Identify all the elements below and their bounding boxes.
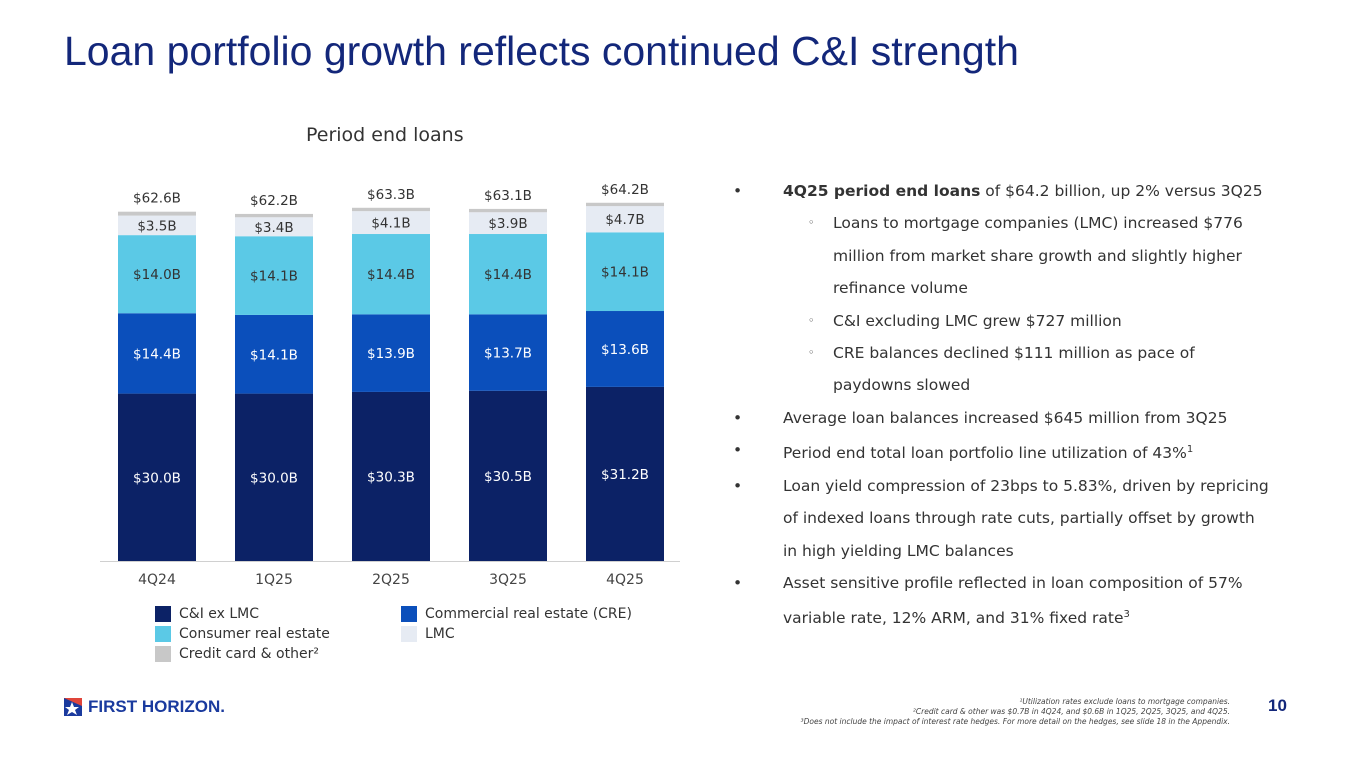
data-label: $14.0B [133, 267, 181, 283]
sub-bullet-icon: ◦ [808, 313, 815, 327]
data-label: $14.1B [250, 347, 298, 363]
data-label: $30.5B [484, 469, 532, 485]
data-label: $30.0B [133, 470, 181, 486]
total-label: $64.2B [601, 182, 649, 198]
bar-segment [118, 211, 196, 216]
bar-segment [469, 314, 547, 391]
bar-segment [118, 215, 196, 236]
sub-bullet-icon: ◦ [808, 346, 815, 360]
total-label: $62.2B [250, 193, 298, 209]
total-label: $62.6B [133, 191, 181, 207]
bar-segment [235, 393, 313, 561]
legend-item: Consumer real estate [155, 626, 401, 642]
data-label: $14.1B [601, 265, 649, 281]
chart-title: Period end loans [306, 124, 464, 146]
bullet-item: • Period end total loan portfolio line ut… [733, 434, 1273, 470]
bar-segment [235, 314, 313, 394]
slide-title: Loan portfolio growth reflects continued… [64, 28, 1019, 74]
bar-segment [235, 213, 313, 218]
bar-segment [586, 232, 664, 312]
bullet-item: • Asset sensitive profile reflected in lo… [733, 567, 1273, 635]
data-label: $14.4B [367, 267, 415, 283]
footnotes: ¹Utilization rates exclude loans to mort… [801, 697, 1230, 727]
footnote: ²Credit card & other was $0.7B in 4Q24, … [912, 707, 1230, 716]
x-tick-label: 3Q25 [489, 572, 527, 588]
bullet-item: • Loan yield compression of 23bps to 5.83… [733, 470, 1273, 567]
bar-segment [469, 234, 547, 315]
x-tick-label: 1Q25 [255, 572, 293, 588]
bar-segment [586, 386, 664, 561]
star-logo-icon [64, 698, 82, 716]
legend-swatch [401, 606, 417, 622]
x-tick-label: 4Q25 [606, 572, 644, 588]
data-label: $30.0B [250, 470, 298, 486]
data-label: $3.4B [254, 220, 293, 236]
bullet-list: • 4Q25 period end loans of $64.2 billion,… [733, 175, 1273, 635]
bar-segment [235, 236, 313, 315]
bullet-icon: • [733, 476, 743, 495]
legend-swatch [155, 646, 171, 662]
data-label: $13.9B [367, 346, 415, 362]
legend-item: Credit card & other² [155, 646, 401, 662]
data-label: $14.1B [250, 269, 298, 285]
page-number: 10 [1268, 696, 1287, 715]
bullet-icon: • [733, 441, 743, 460]
x-tick-label: 4Q24 [138, 572, 176, 588]
bar-segment [469, 212, 547, 235]
x-tick-label: 2Q25 [372, 572, 410, 588]
bar-segment [352, 391, 430, 561]
bar-segment [352, 234, 430, 315]
data-label: $4.1B [371, 216, 410, 232]
bar-segment [118, 235, 196, 314]
logo-text: FIRST HORIZON. [88, 697, 225, 716]
bar-segment [118, 313, 196, 394]
bar-segment [586, 311, 664, 387]
legend-label: LMC [425, 626, 455, 642]
bullet-item: • Average loan balances increased $645 mi… [733, 402, 1273, 434]
bullet-icon: • [733, 182, 743, 200]
data-label: $14.4B [484, 267, 532, 283]
legend-label: Consumer real estate [179, 626, 330, 642]
bullet-icon: • [733, 408, 743, 427]
total-label: $63.3B [367, 187, 415, 203]
legend-label: Credit card & other² [179, 646, 319, 662]
bar-segment [469, 208, 547, 213]
legend-item: C&I ex LMC [155, 606, 401, 622]
data-label: $13.6B [601, 342, 649, 358]
legend-item: Commercial real estate (CRE) [401, 606, 641, 622]
bar-segment [352, 207, 430, 212]
legend-label: Commercial real estate (CRE) [425, 606, 632, 622]
legend-label: C&I ex LMC [179, 606, 260, 622]
data-label: $3.5B [137, 218, 176, 234]
legend-swatch [155, 626, 171, 642]
bar-segment [469, 390, 547, 561]
sub-bullet-icon: ◦ [808, 216, 815, 230]
data-label: $13.7B [484, 346, 532, 362]
data-label: $4.7B [605, 212, 644, 228]
data-label: $30.3B [367, 469, 415, 485]
first-horizon-logo: FIRST HORIZON. [64, 697, 225, 717]
data-label: $14.4B [133, 346, 181, 362]
bar-segment [586, 206, 664, 233]
bullet-icon: • [733, 574, 743, 593]
sub-bullet-item: ◦ C&I excluding LMC grew $727 million [733, 305, 1273, 337]
legend-item: LMC [401, 626, 641, 642]
footnote: ¹Utilization rates exclude loans to mort… [1019, 697, 1230, 706]
bullet-item: • 4Q25 period end loans of $64.2 billion,… [733, 175, 1273, 207]
bar-segment [586, 202, 664, 207]
data-label: $31.2B [601, 467, 649, 483]
bar-segment [352, 211, 430, 235]
chart-legend: C&I ex LMC Commercial real estate (CRE) Co… [155, 606, 641, 662]
sub-bullet-item: ◦ Loans to mortgage companies (LMC) incre… [733, 207, 1273, 304]
bar-segment [118, 393, 196, 561]
legend-swatch [401, 626, 417, 642]
stacked-bar-chart: $30.0B $14.4B $14.0B $3.5B $62.6B 4Q24 $30.0B $… [100, 182, 680, 588]
data-label: $3.9B [488, 216, 527, 232]
total-label: $63.1B [484, 188, 532, 204]
bar-segment [235, 217, 313, 237]
bar-segment [352, 314, 430, 392]
legend-swatch [155, 606, 171, 622]
sub-bullet-item: ◦ CRE balances declined $111 million as p… [733, 337, 1273, 402]
footnote: ³Does not include the impact of interest… [800, 717, 1230, 726]
